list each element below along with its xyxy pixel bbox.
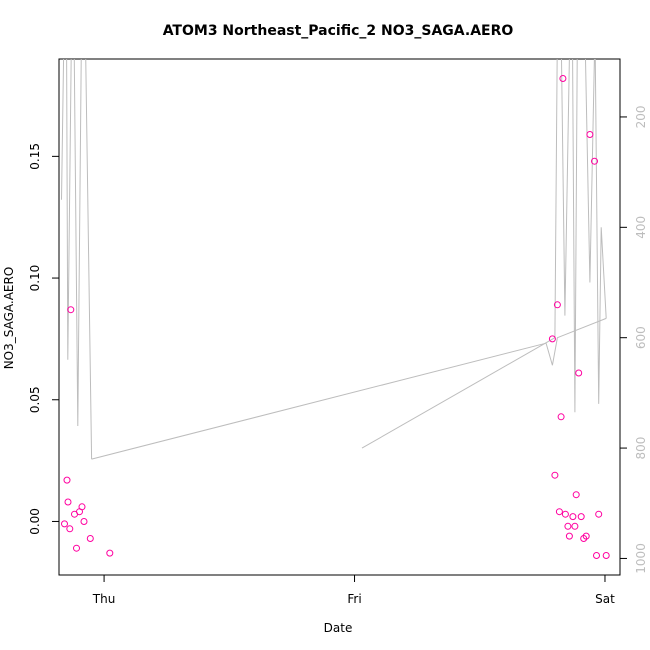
data-point (64, 498, 72, 506)
data-point (595, 510, 603, 518)
y2-tick-label: 800 (634, 437, 648, 460)
data-point (575, 369, 583, 377)
data-point (582, 532, 590, 540)
y2-tick-label: 1000 (634, 543, 648, 574)
data-point (564, 522, 572, 530)
data-point (63, 476, 71, 484)
data-point (586, 131, 594, 138)
y2-tick-label: 600 (634, 326, 648, 349)
data-point (557, 413, 565, 421)
data-point (572, 491, 580, 499)
x-tick-label: Sat (595, 592, 615, 606)
pressure-series (61, 59, 607, 460)
pressure-line-segment-3 (545, 317, 607, 366)
y-axis-label: NO3_SAGA.AERO (2, 267, 16, 370)
y-axis-right: 200 400 600 800 1000 (619, 105, 648, 574)
data-point (565, 532, 573, 540)
y2-tick-label: 200 (634, 105, 648, 128)
pressure-line-segment-1 (91, 342, 547, 460)
data-point (66, 525, 74, 533)
data-point (561, 510, 569, 518)
plot-area (58, 58, 621, 576)
data-point (86, 535, 94, 542)
data-point (67, 306, 75, 314)
data-points (61, 75, 610, 559)
y-tick-label: 0.10 (28, 265, 42, 292)
data-point (591, 157, 598, 165)
data-point (106, 549, 114, 557)
data-point (577, 513, 585, 521)
data-point (602, 552, 610, 559)
pressure-line-segment-0 (61, 59, 93, 460)
data-point (559, 75, 567, 82)
data-point (548, 335, 556, 343)
data-point (61, 520, 68, 528)
x-axis: Thu Fri Sat (92, 574, 615, 606)
y-tick-label: 0.05 (28, 386, 42, 413)
data-point (553, 301, 561, 309)
data-point (571, 522, 579, 530)
pressure-line-segment-2 (361, 59, 607, 449)
y2-tick-label: 400 (634, 216, 648, 239)
data-point (78, 503, 86, 511)
chart-title: ATOM3 Northeast_Pacific_2 NO3_SAGA.AERO (163, 23, 514, 39)
data-point (593, 552, 600, 559)
data-point (551, 471, 559, 479)
x-tick-label: Fri (347, 592, 361, 606)
data-point (80, 518, 88, 525)
x-tick-label: Thu (92, 592, 116, 606)
data-point (73, 544, 80, 552)
x-axis-label: Date (324, 621, 353, 635)
data-point (569, 513, 577, 521)
y-tick-label: 0.15 (28, 143, 42, 170)
y-tick-label: 0.00 (28, 508, 42, 535)
data-point (555, 508, 563, 516)
y-axis-left: 0.00 0.05 0.10 0.15 (28, 143, 60, 535)
